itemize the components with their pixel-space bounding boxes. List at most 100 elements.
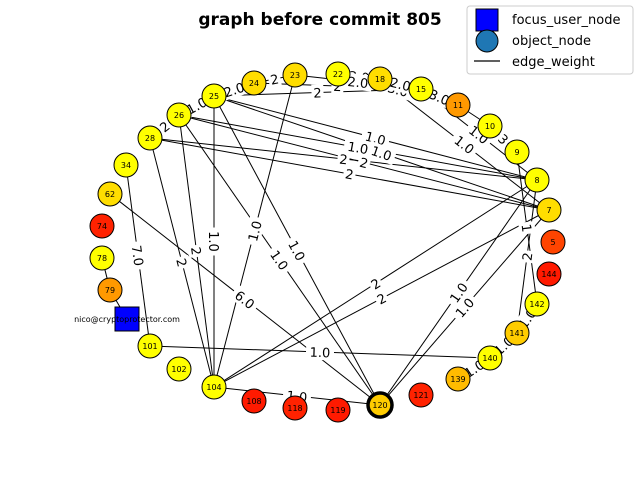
legend-object-node-circle-icon <box>475 29 499 53</box>
object-node-74[interactable]: 74 <box>89 213 115 239</box>
node-circle <box>166 102 192 128</box>
node-circle <box>89 213 115 239</box>
node-circle <box>89 245 115 271</box>
object-node-141[interactable]: 141 <box>504 320 530 346</box>
edge-label-28-104: 2 <box>172 254 192 271</box>
node-circle <box>445 92 471 118</box>
node-label: 121 <box>413 391 428 400</box>
edge-label-text: 2 <box>187 246 203 256</box>
node-label: 23 <box>290 71 300 80</box>
node-label: 104 <box>206 383 221 392</box>
object-node-23[interactable]: 23 <box>282 62 308 88</box>
edge-label-18-15: 2.0 <box>385 72 416 95</box>
edge-label-text: 2 <box>269 72 280 88</box>
object-node-102[interactable]: 102 <box>166 356 192 382</box>
node-label: 11 <box>453 101 463 110</box>
node-circle <box>97 277 123 303</box>
object-node-10[interactable]: 10 <box>477 113 503 139</box>
focus-user-label: nico@cryptoprotector.com <box>74 315 180 324</box>
object-node-78[interactable]: 78 <box>89 245 115 271</box>
object-node-108[interactable]: 108 <box>241 388 267 414</box>
node-label: 119 <box>330 406 345 415</box>
object-node-25[interactable]: 25 <box>201 83 227 109</box>
edge-label-text: 2.0 <box>347 75 369 92</box>
object-node-121[interactable]: 121 <box>408 382 434 408</box>
edge-label-101-140: 1.0 <box>305 343 335 361</box>
object-node-11[interactable]: 11 <box>445 92 471 118</box>
node-label: 144 <box>541 270 556 279</box>
edge-label-bg <box>336 150 351 168</box>
edge-label-bg <box>343 72 373 92</box>
object-node-5[interactable]: 5 <box>540 229 566 255</box>
object-node-7[interactable]: 7 <box>536 197 562 223</box>
edge-label-bg <box>172 254 192 271</box>
node-label: 79 <box>105 286 115 295</box>
object-node-24[interactable]: 24 <box>241 70 267 96</box>
object-node-28[interactable]: 28 <box>137 125 163 151</box>
object-node-119[interactable]: 119 <box>325 397 351 423</box>
node-label: 28 <box>145 134 155 143</box>
node-label: 26 <box>174 111 184 120</box>
edge-label-text: 2 <box>521 252 537 262</box>
edge-label-text: 1.0 <box>205 231 220 252</box>
node-circle <box>325 61 351 87</box>
object-node-62[interactable]: 62 <box>97 181 123 207</box>
object-node-26[interactable]: 26 <box>166 102 192 128</box>
edge-label-bg <box>264 243 295 277</box>
edge-label-7-104: 2 <box>372 288 391 308</box>
object-node-104[interactable]: 104 <box>201 374 227 400</box>
node-circle <box>241 388 267 414</box>
node-label: 101 <box>142 342 157 351</box>
edge-label-bg <box>443 276 474 309</box>
node-circle <box>113 152 139 178</box>
object-node-18[interactable]: 18 <box>367 66 393 92</box>
node-circle <box>137 333 163 359</box>
node-label: 120 <box>372 401 387 410</box>
node-label: 118 <box>287 404 302 413</box>
node-label: 15 <box>416 85 426 94</box>
edge-label-28-26: 2 <box>154 116 175 137</box>
edge-label-bg <box>463 119 495 150</box>
edge-label-bg <box>229 284 261 315</box>
object-node-139[interactable]: 139 <box>445 366 471 392</box>
object-node-15[interactable]: 15 <box>408 76 434 102</box>
edge-label-bg <box>305 343 335 361</box>
object-node-34[interactable]: 34 <box>113 152 139 178</box>
focus-user-node[interactable]: nico@cryptoprotector.com <box>74 306 180 332</box>
object-node-9[interactable]: 9 <box>504 139 530 165</box>
object-node-101[interactable]: 101 <box>137 333 163 359</box>
object-node-79[interactable]: 79 <box>97 277 123 303</box>
edge-label-text: 2 <box>338 153 348 169</box>
edge-label-26-104: 2 <box>187 244 206 258</box>
edge-label-25-104: 1.0 <box>205 227 222 256</box>
node-circle <box>524 291 550 317</box>
node-circle <box>408 76 434 102</box>
edge-label-bg <box>311 84 324 101</box>
edge-label-28-8: 2 <box>336 150 351 169</box>
node-label: 25 <box>209 92 219 101</box>
object-node-22[interactable]: 22 <box>325 61 351 87</box>
edge-label-62-120: 6.0 <box>229 284 261 315</box>
node-label: 141 <box>509 329 524 338</box>
object-node-140[interactable]: 140 <box>477 345 503 371</box>
node-circle <box>536 261 562 287</box>
object-node-142[interactable]: 142 <box>524 291 550 317</box>
edge-label-text: 2 <box>313 86 322 101</box>
node-circle <box>201 374 227 400</box>
edge-label-bg <box>128 240 148 271</box>
node-circle <box>325 397 351 423</box>
node-label: 140 <box>482 354 497 363</box>
node-circle <box>366 391 394 419</box>
edge-label-bg <box>283 234 311 267</box>
node-circle <box>536 197 562 223</box>
node-label: 5 <box>550 238 555 247</box>
node-circle <box>241 70 267 96</box>
object-node-8[interactable]: 8 <box>524 167 550 193</box>
object-node-120[interactable]: 120 <box>366 391 394 419</box>
edge-label-text: 1.0 <box>369 144 393 165</box>
edge-label-10-9: 3 <box>493 129 514 149</box>
object-node-118[interactable]: 118 <box>282 395 308 421</box>
node-label: 7 <box>546 206 551 215</box>
object-node-144[interactable]: 144 <box>536 261 562 287</box>
edge-label-text: 2.0 <box>388 76 412 95</box>
